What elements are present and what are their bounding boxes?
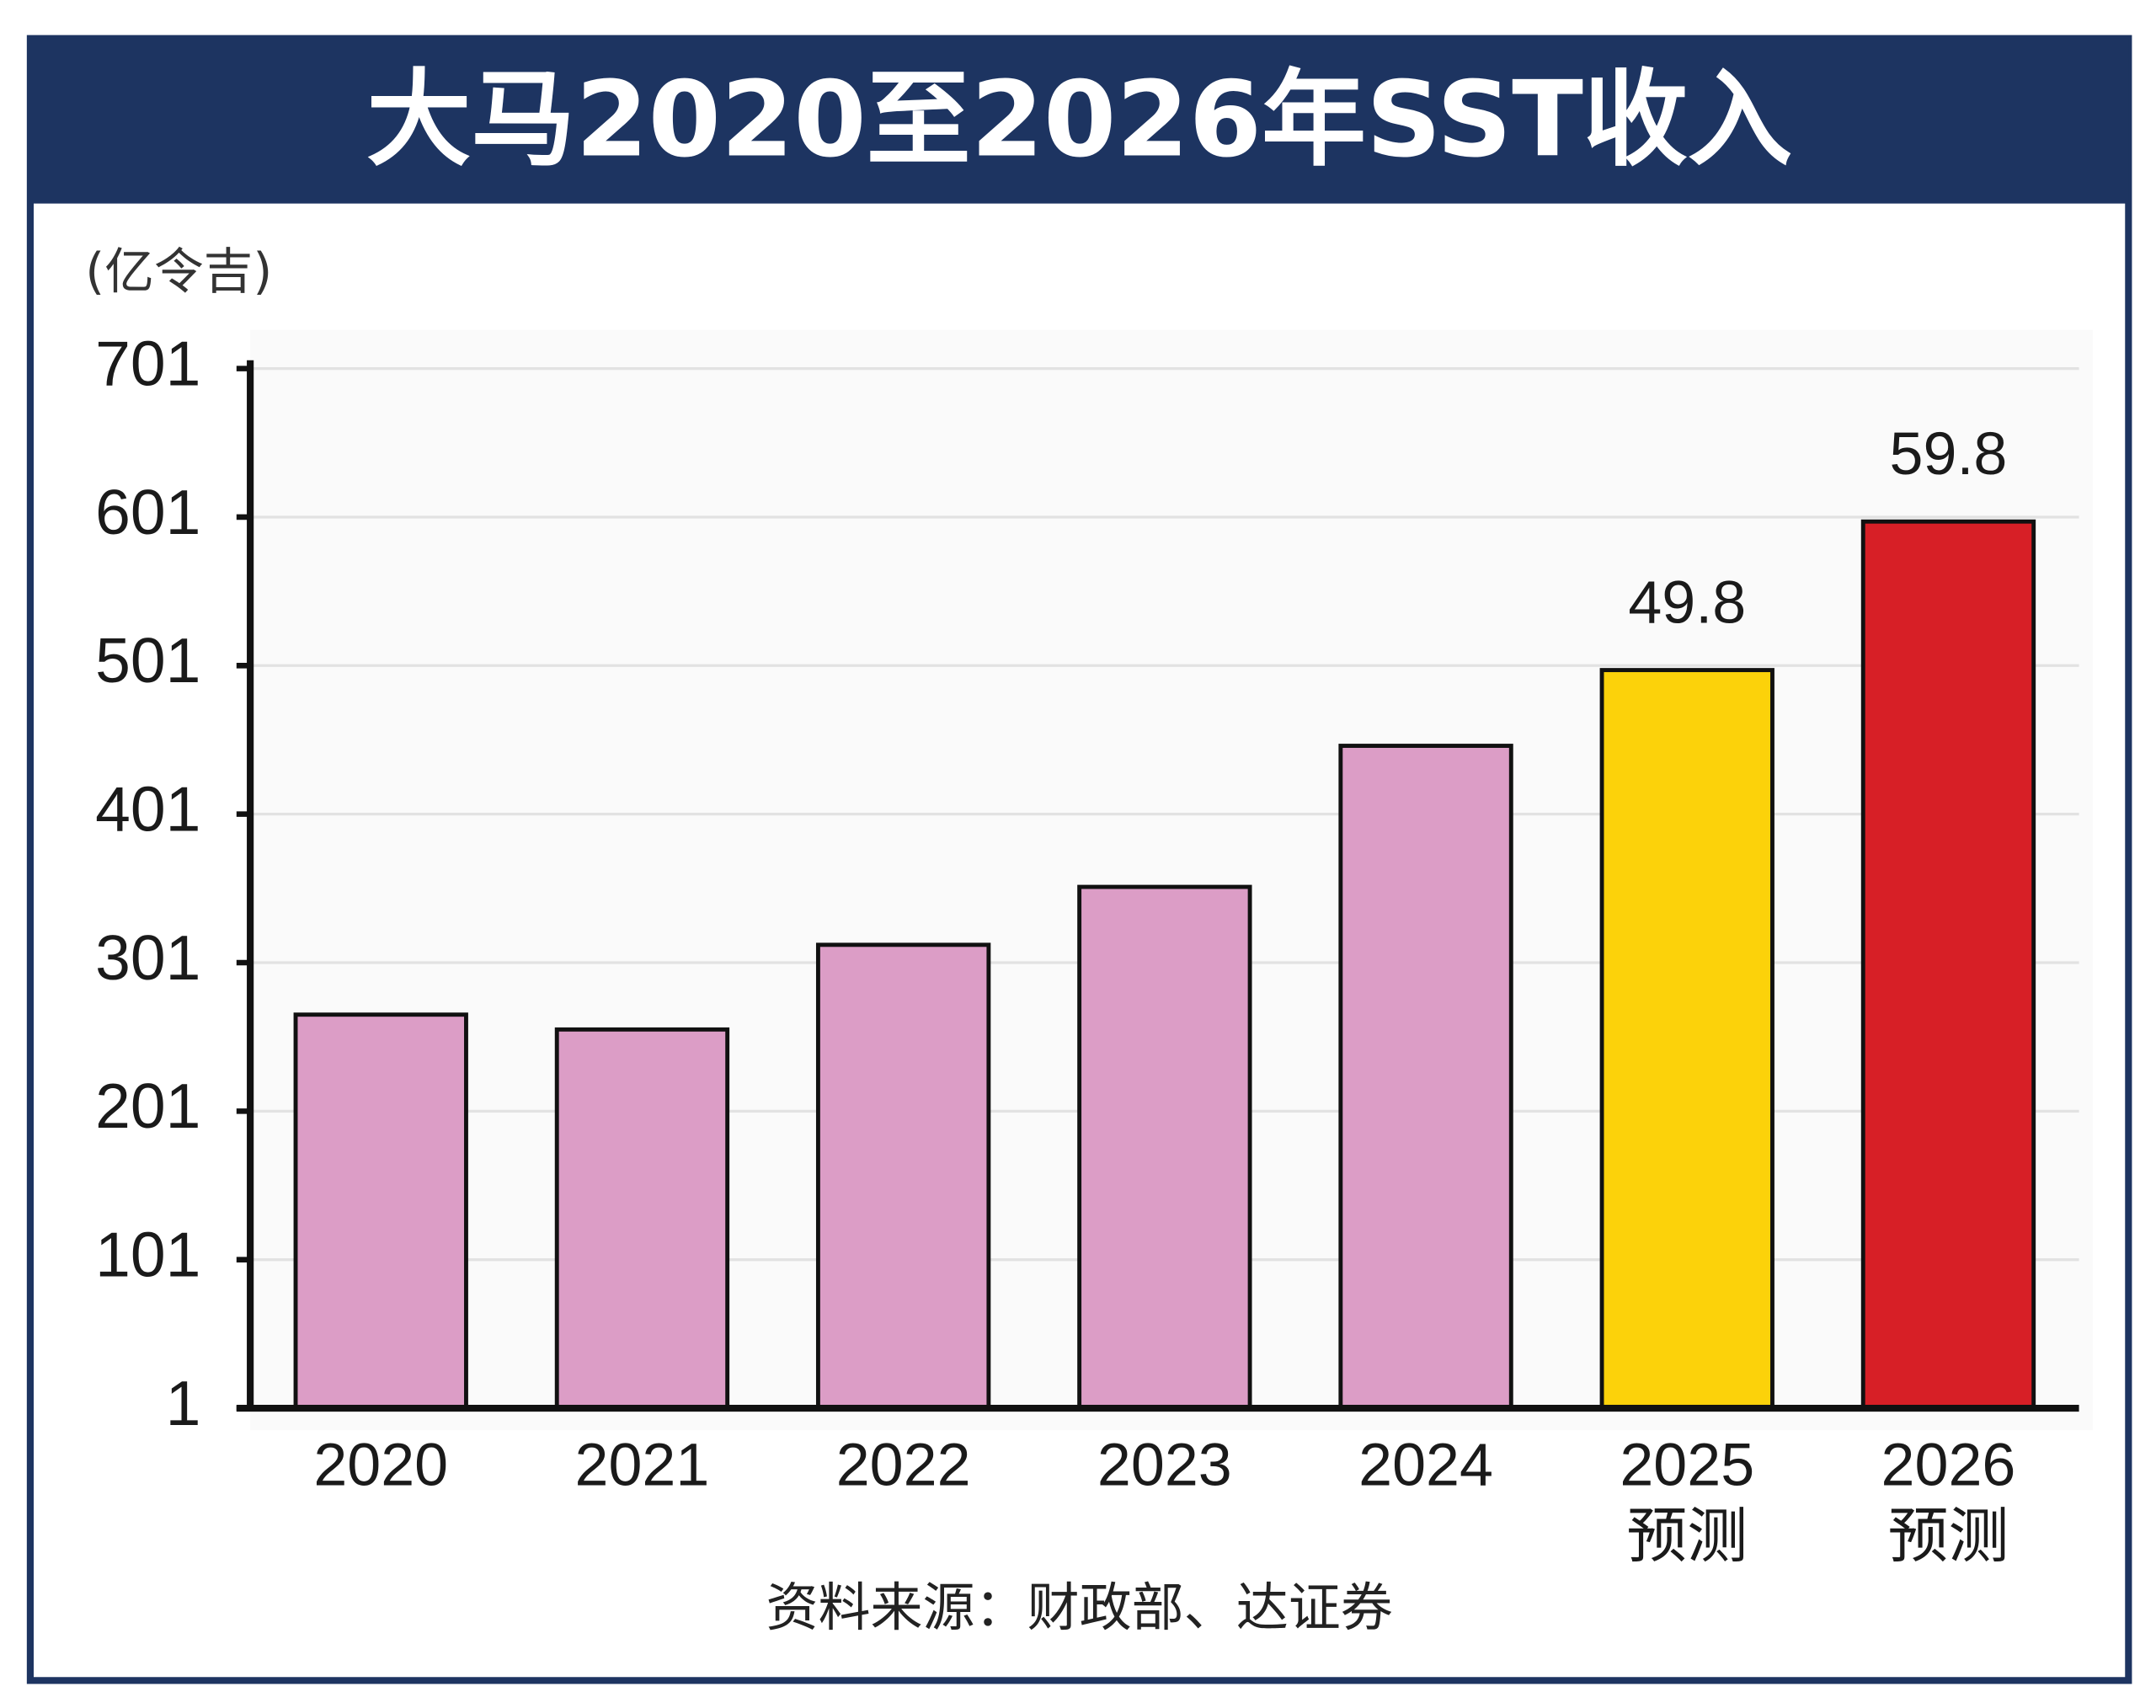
x-label-box: 2022 (835, 1431, 971, 1499)
x-label-box: 2020 (313, 1431, 449, 1499)
y-tick-label: 501 (95, 625, 200, 696)
y-tick-label: 101 (95, 1220, 200, 1290)
x-tick-label: 2022 (835, 1431, 971, 1499)
x-tick-label: 2026 预测 (1881, 1431, 2016, 1571)
bar (554, 1027, 730, 1411)
y-tick-label: 201 (95, 1070, 200, 1141)
x-label-box: 2024 (1358, 1431, 1493, 1499)
bar (1338, 744, 1513, 1411)
x-label-box: 2021 (574, 1431, 710, 1499)
y-tick-label: 401 (95, 773, 200, 844)
chart-title: 大马2020至2026年SST收入 (366, 59, 1792, 180)
value-label: 59.8 (1890, 420, 2008, 488)
x-label-box: 2026 预测 (1881, 1431, 2016, 1571)
unit-label: (亿令吉) (85, 243, 272, 301)
y-tick-label: 601 (95, 477, 200, 547)
value-label: 49.8 (1628, 568, 1746, 636)
x-tick-label: 2020 (313, 1431, 449, 1499)
bar (1860, 519, 2036, 1411)
x-tick-label: 2021 (574, 1431, 710, 1499)
bar (815, 942, 991, 1411)
source: 资料来源：财政部、达证券 (766, 1577, 1392, 1638)
y-tick-label: 1 (166, 1368, 201, 1438)
x-label-box: 2025 预测 (1620, 1431, 1755, 1571)
x-tick-label: 2024 (1358, 1431, 1493, 1499)
bar (293, 1012, 468, 1411)
x-tick-label: 2023 (1097, 1431, 1232, 1499)
title-band (29, 38, 2129, 204)
y-tick-label: 301 (95, 922, 200, 993)
y-tick-label: 701 (95, 328, 200, 398)
bar (1599, 668, 1774, 1411)
x-tick-label: 2025 预测 (1620, 1431, 1755, 1571)
bar (1077, 884, 1252, 1411)
x-label-box: 2023 (1097, 1431, 1232, 1499)
